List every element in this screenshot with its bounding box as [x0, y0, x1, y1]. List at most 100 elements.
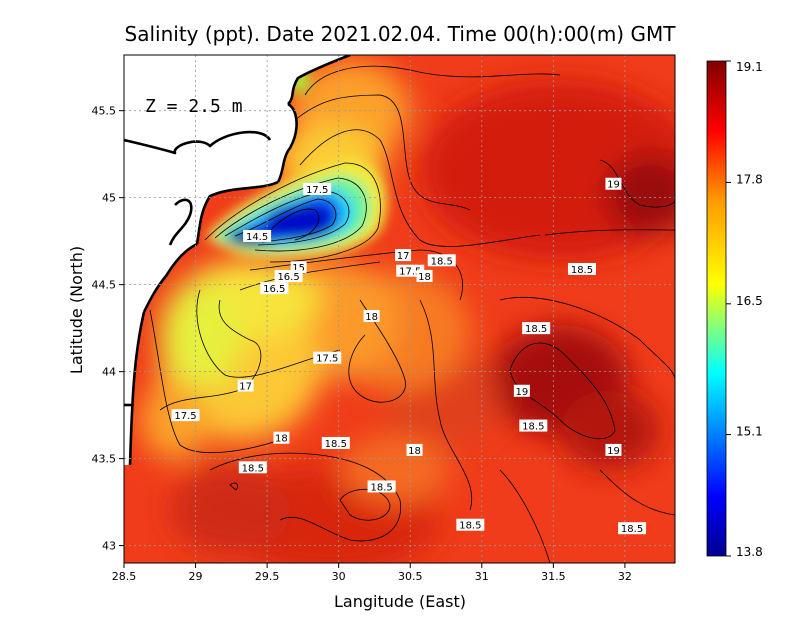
contour-label-bg	[395, 249, 412, 262]
contour-label: 14.5	[243, 229, 272, 243]
plot-frame	[123, 54, 676, 564]
colorbar-ticks: 19.1 17.8 16.5 15.1 13.8	[726, 60, 763, 559]
contour-label-text: 17.5	[316, 354, 338, 365]
contour-label-text: 18	[275, 434, 288, 445]
contour-label-text: 18	[365, 312, 378, 323]
contour-label-text: 17	[239, 382, 252, 393]
contour-label-bg	[273, 431, 290, 444]
salinity-field	[124, 55, 675, 563]
contour-label-bg	[260, 282, 289, 295]
contour-label-bg	[605, 177, 622, 190]
contour-label: 17	[237, 379, 254, 393]
coastline	[124, 55, 351, 466]
x-tick-label: 28.5	[112, 570, 137, 583]
x-tick-label: 31.5	[541, 570, 566, 583]
y-axis-label: Latitude (North)	[67, 246, 86, 374]
contour-label-text: 18.5	[370, 482, 392, 493]
colorbar	[706, 60, 727, 557]
contour-label-bg	[303, 182, 332, 195]
contour-label-text: 18.5	[431, 256, 453, 267]
contour-label-bg	[513, 384, 530, 397]
contour-label-bg	[243, 229, 272, 242]
contour-label: 18.5	[567, 262, 596, 276]
x-axis-label: Langitude (East)	[334, 592, 466, 611]
contour-label: 18.5	[427, 254, 456, 267]
x-tick-label: 32	[618, 570, 632, 583]
contour-lines	[149, 65, 675, 563]
colorbar-tick-label: 13.8	[736, 545, 763, 559]
y-tick-label: 44.5	[92, 279, 117, 292]
contour-label-text: 19	[607, 180, 620, 191]
contour-label-text: 17.5	[174, 411, 196, 422]
map-grid	[124, 55, 675, 563]
map-title: Salinity (ppt). Date 2021.02.04. Time 00…	[125, 22, 677, 46]
x-tick-label: 30.5	[398, 570, 423, 583]
contour-label: 18	[273, 431, 290, 445]
contour-label-text: 18.5	[325, 439, 347, 450]
contour-label: 19	[605, 177, 622, 191]
contour-label-bg	[519, 419, 548, 432]
land-areas	[124, 55, 350, 465]
y-axis-ticks: 43 43.5 44 44.5 45 45.5	[92, 105, 124, 553]
contour-label: 18.5	[456, 518, 485, 532]
contour-label-bg	[416, 269, 433, 282]
contour-label-text: 16.5	[277, 272, 299, 283]
y-tick-label: 45	[102, 192, 116, 205]
contour-label-text: 17.5	[399, 267, 421, 278]
contour-label: 18	[363, 309, 380, 323]
contour-label-text: 18.5	[242, 463, 264, 474]
y-tick-label: 44	[102, 366, 116, 379]
contour-label: 18.5	[519, 419, 548, 433]
x-tick-label: 30	[332, 570, 346, 583]
colorbar-tick-label: 16.5	[736, 294, 763, 308]
depth-label: Z = 2.5 m	[145, 96, 243, 117]
contour-label-bg	[367, 480, 396, 493]
contour-label-text: 17.5	[306, 185, 328, 196]
contour-label: 19	[513, 384, 530, 398]
contour-label-bg	[171, 409, 200, 422]
colorbar-tick-label: 19.1	[736, 60, 763, 74]
contour-label: 18	[406, 443, 423, 457]
contour-label: 18.5	[367, 480, 396, 493]
contour-label-bg	[313, 351, 342, 364]
contour-label: 19	[605, 443, 622, 457]
contour-label-bg	[427, 254, 456, 267]
y-tick-label: 43.5	[92, 453, 117, 466]
contour-label-bg	[237, 379, 254, 392]
contour-label: 17	[395, 249, 412, 262]
contour-label-bg	[363, 309, 380, 322]
x-tick-label: 31	[475, 570, 489, 583]
contour-label-bg	[274, 269, 303, 282]
contour-label-text: 14.5	[246, 232, 268, 243]
contour-label-bg	[567, 262, 596, 275]
colorbar-tick-label: 15.1	[736, 425, 763, 439]
x-axis-ticks: 28.5 29 29.5 30 30.5 31 31.5 32	[112, 563, 632, 583]
colorbar-tick-label: 17.8	[736, 172, 763, 186]
contour-label: 16.5	[260, 282, 289, 295]
contour-label: 18.5	[238, 461, 267, 474]
contour-label-bg	[406, 443, 423, 456]
contour-label-text: 18	[408, 446, 421, 457]
contour-label: 17.5	[171, 409, 200, 422]
contour-label-text: 18.5	[459, 521, 481, 532]
contour-label: 18.5	[522, 322, 551, 335]
contour-label-text: 19	[607, 446, 620, 457]
contour-label-text: 18.5	[571, 265, 593, 276]
contour-label-text: 16.5	[263, 284, 285, 295]
contour-label-text: 18.5	[522, 422, 544, 433]
contour-label-bg	[456, 518, 485, 531]
contour-label: 17.5	[313, 351, 342, 365]
contour-label-text: 19	[515, 387, 528, 398]
x-tick-label: 29.5	[255, 570, 280, 583]
contour-label-bg	[605, 443, 622, 456]
contour-label-bg	[522, 322, 551, 335]
contour-label-text: 18.5	[525, 324, 547, 335]
contour-label-text: 18	[418, 272, 431, 283]
contour-label-text: 15	[292, 263, 305, 274]
contour-label: 18.5	[321, 436, 350, 450]
contour-label-bg	[321, 436, 350, 449]
contour-label-text: 18.5	[621, 524, 643, 535]
x-tick-label: 29	[189, 570, 203, 583]
